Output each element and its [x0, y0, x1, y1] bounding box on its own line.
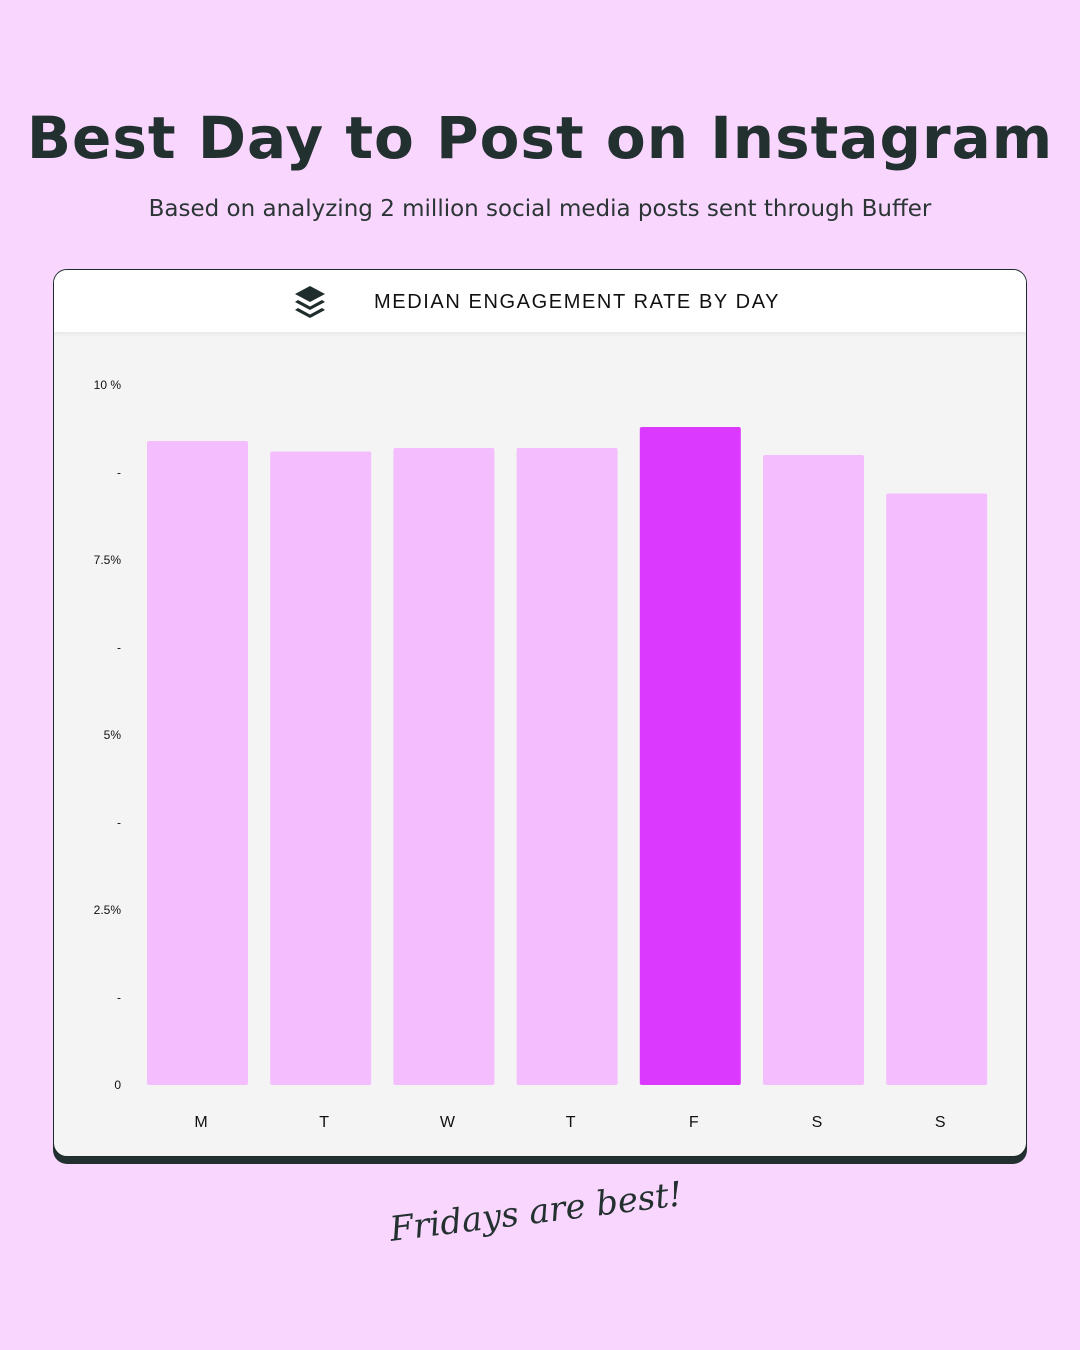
y-tick-label: 2.5%	[94, 903, 122, 917]
y-tick-label: 10 %	[94, 378, 122, 392]
y-tick-label: 0	[114, 1078, 121, 1092]
page-subtitle: Based on analyzing 2 million social medi…	[148, 196, 932, 222]
x-tick-label: F	[689, 1114, 699, 1131]
bar-4	[639, 427, 741, 1085]
x-tick-label: M	[194, 1114, 207, 1131]
bar-2	[393, 448, 495, 1085]
x-tick-label: W	[440, 1114, 456, 1131]
x-tick-label: T	[319, 1114, 329, 1131]
x-tick-label: S	[812, 1114, 823, 1131]
buffer-layers-icon	[295, 286, 325, 318]
x-tick-label: S	[935, 1114, 946, 1131]
y-tick-label: 5%	[104, 728, 122, 742]
y-tick-label: -	[117, 466, 121, 480]
page-title: Best Day to Post on Instagram	[26, 104, 1054, 172]
bar-6	[886, 493, 988, 1085]
y-tick-label: -	[117, 641, 121, 655]
bar-5	[763, 455, 864, 1085]
y-tick-label: 7.5%	[94, 553, 122, 567]
chart-card-header: MEDIAN ENGAGEMENT RATE BY DAY	[54, 270, 1026, 332]
bar-0	[147, 441, 248, 1085]
bar-chart: 10 % - 7.5% - 5% - 2.5% - 0 M T W T F S S	[94, 378, 988, 1131]
chart-title: MEDIAN ENGAGEMENT RATE BY DAY	[374, 291, 781, 313]
bar-3	[516, 448, 618, 1085]
footer-note: Fridays are best!	[387, 1174, 685, 1250]
chart-card: MEDIAN ENGAGEMENT RATE BY DAY 10 % - 7.5% -…	[53, 269, 1027, 1157]
bar-1	[270, 451, 372, 1085]
y-tick-label: -	[117, 816, 121, 830]
x-tick-label: T	[566, 1114, 576, 1131]
y-tick-label: -	[117, 991, 121, 1005]
